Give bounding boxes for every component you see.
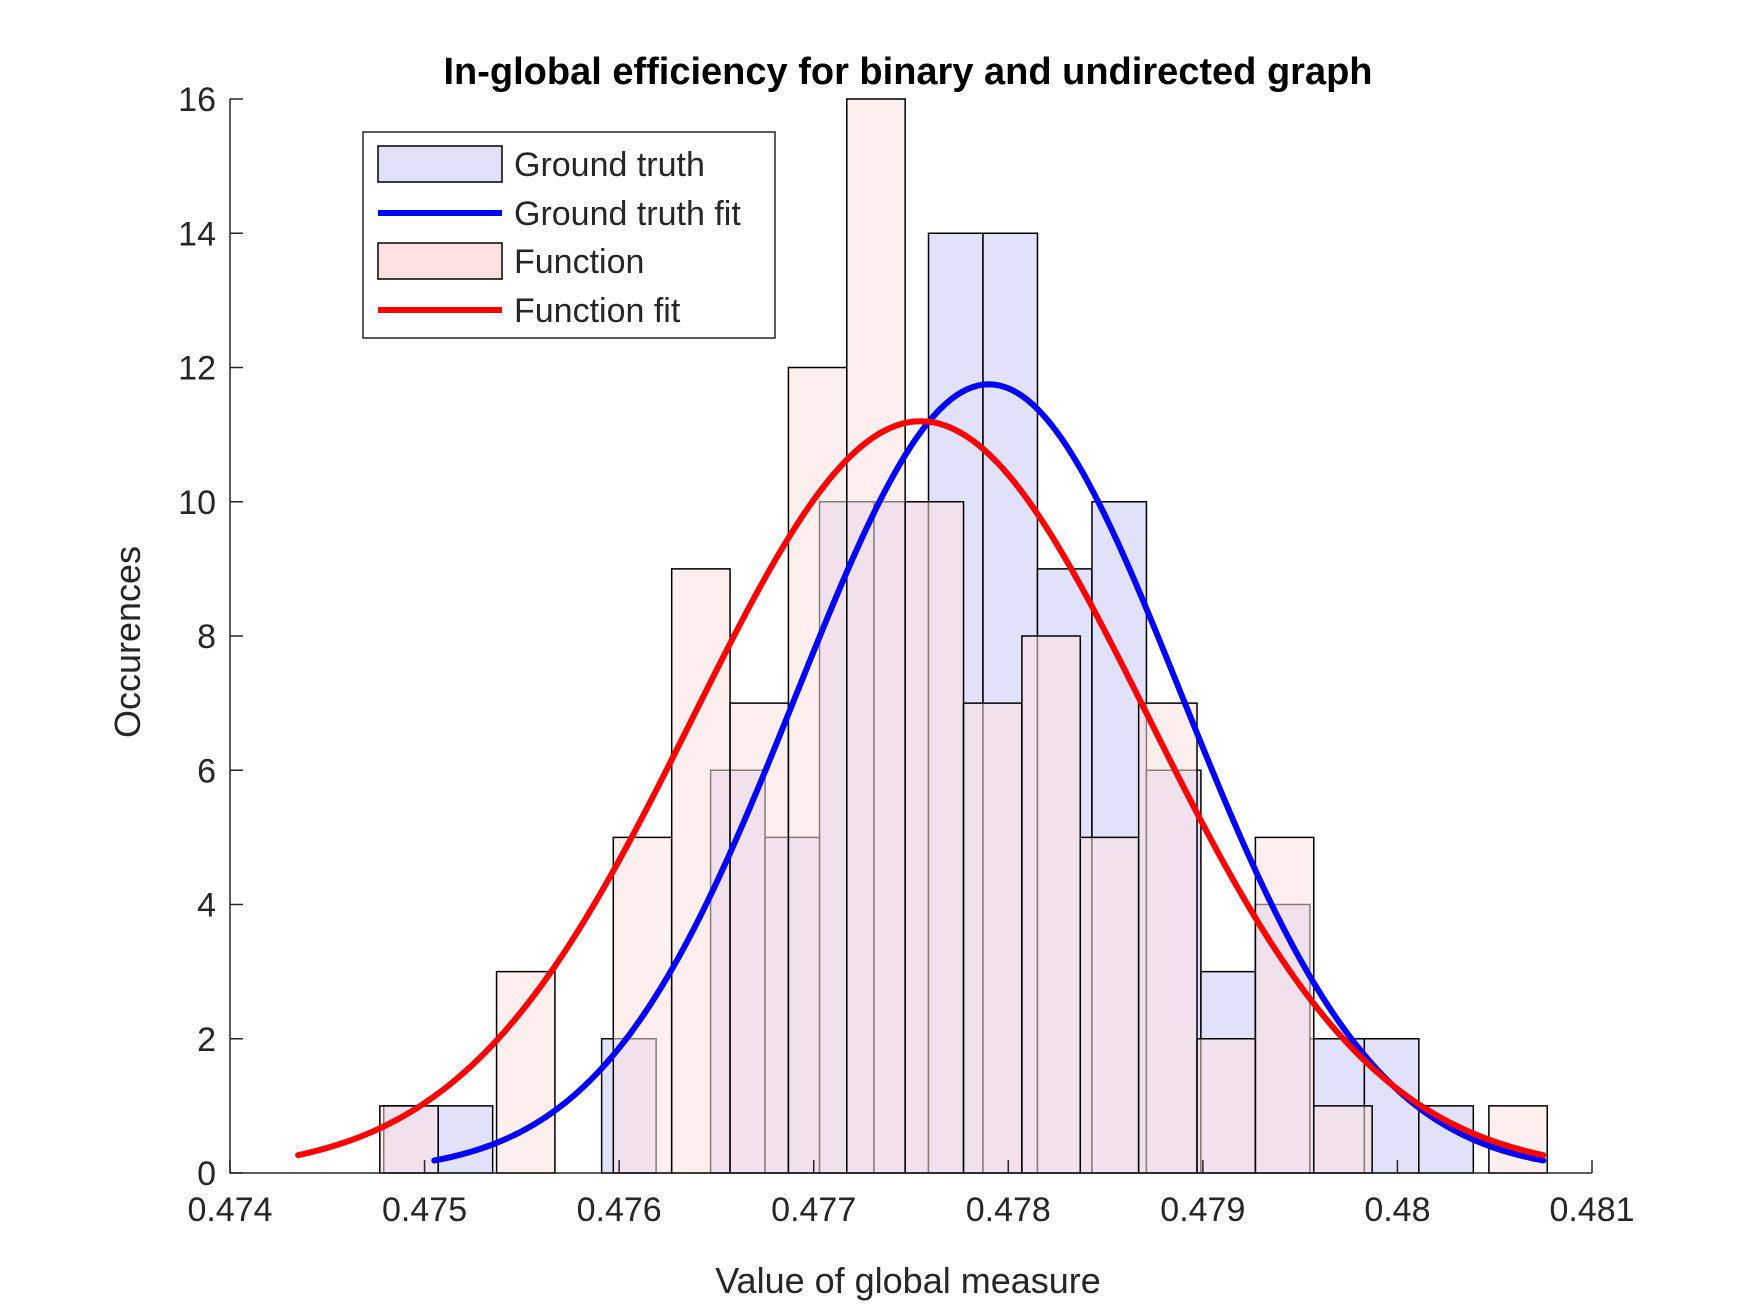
chart-title: In-global efficiency for binary and undi…	[443, 51, 1372, 93]
fit-curves	[295, 381, 1547, 1164]
function-bar-8	[846, 98, 906, 1174]
function-bar-6	[729, 702, 790, 1174]
function-histogram	[379, 98, 1548, 1174]
y-tick-label: 14	[178, 215, 216, 253]
x-tick-label: 0.479	[1160, 1191, 1245, 1229]
legend-ground-truth-label: Ground truth	[514, 146, 705, 184]
function-bar-14	[1196, 1038, 1257, 1174]
y-tick-label: 6	[197, 752, 216, 790]
y-tick-label: 10	[178, 484, 216, 522]
y-tick-label: 4	[197, 887, 216, 925]
x-tick-label: 0.48	[1364, 1191, 1430, 1229]
y-tick-label: 16	[178, 81, 216, 119]
legend-function-label: Function	[514, 243, 644, 281]
x-tick-label: 0.474	[187, 1191, 272, 1229]
legend-ground-truth-fit-label: Ground truth fit	[514, 195, 741, 233]
ground-truth-bar-1	[437, 1105, 494, 1174]
x-tick-label: 0.476	[577, 1191, 662, 1229]
y-tick-label: 2	[197, 1021, 216, 1059]
function-bar-11	[1021, 635, 1082, 1174]
y-tick-label: 0	[197, 1155, 216, 1193]
legend-function-swatch	[377, 242, 503, 280]
function-bar-10	[962, 702, 1023, 1174]
function-fit-line	[295, 418, 1547, 1159]
y-tick-label: 8	[197, 618, 216, 656]
function-bar-13	[1137, 702, 1198, 1174]
legend: Ground truth Ground truth fit Function Func…	[362, 131, 776, 339]
function-bar-7	[787, 366, 848, 1174]
y-axis-label: Occurences	[107, 546, 148, 738]
function-bar-19	[1488, 1105, 1548, 1174]
x-tick-label: 0.478	[966, 1191, 1051, 1229]
legend-ground-truth-swatch	[377, 145, 503, 183]
legend-function-fit-label: Function fit	[514, 292, 681, 330]
function-bar-16	[1313, 1105, 1373, 1174]
function-bar-4	[612, 836, 673, 1174]
function-bar-12	[1079, 836, 1140, 1174]
x-axis-label: Value of global measure	[715, 1260, 1101, 1301]
function-bar-0	[379, 1105, 439, 1174]
ground-truth-fit-line	[431, 381, 1547, 1164]
x-tick-label: 0.477	[771, 1191, 856, 1229]
x-tick-label: 0.481	[1549, 1191, 1634, 1229]
x-tick-label: 0.475	[382, 1191, 467, 1229]
function-bar-9	[904, 501, 965, 1174]
y-tick-label: 12	[178, 350, 216, 388]
axes: 0.474 0.475 0.476 0.477 0.478 0.479 0.48 0.481 0…	[178, 81, 1634, 1229]
